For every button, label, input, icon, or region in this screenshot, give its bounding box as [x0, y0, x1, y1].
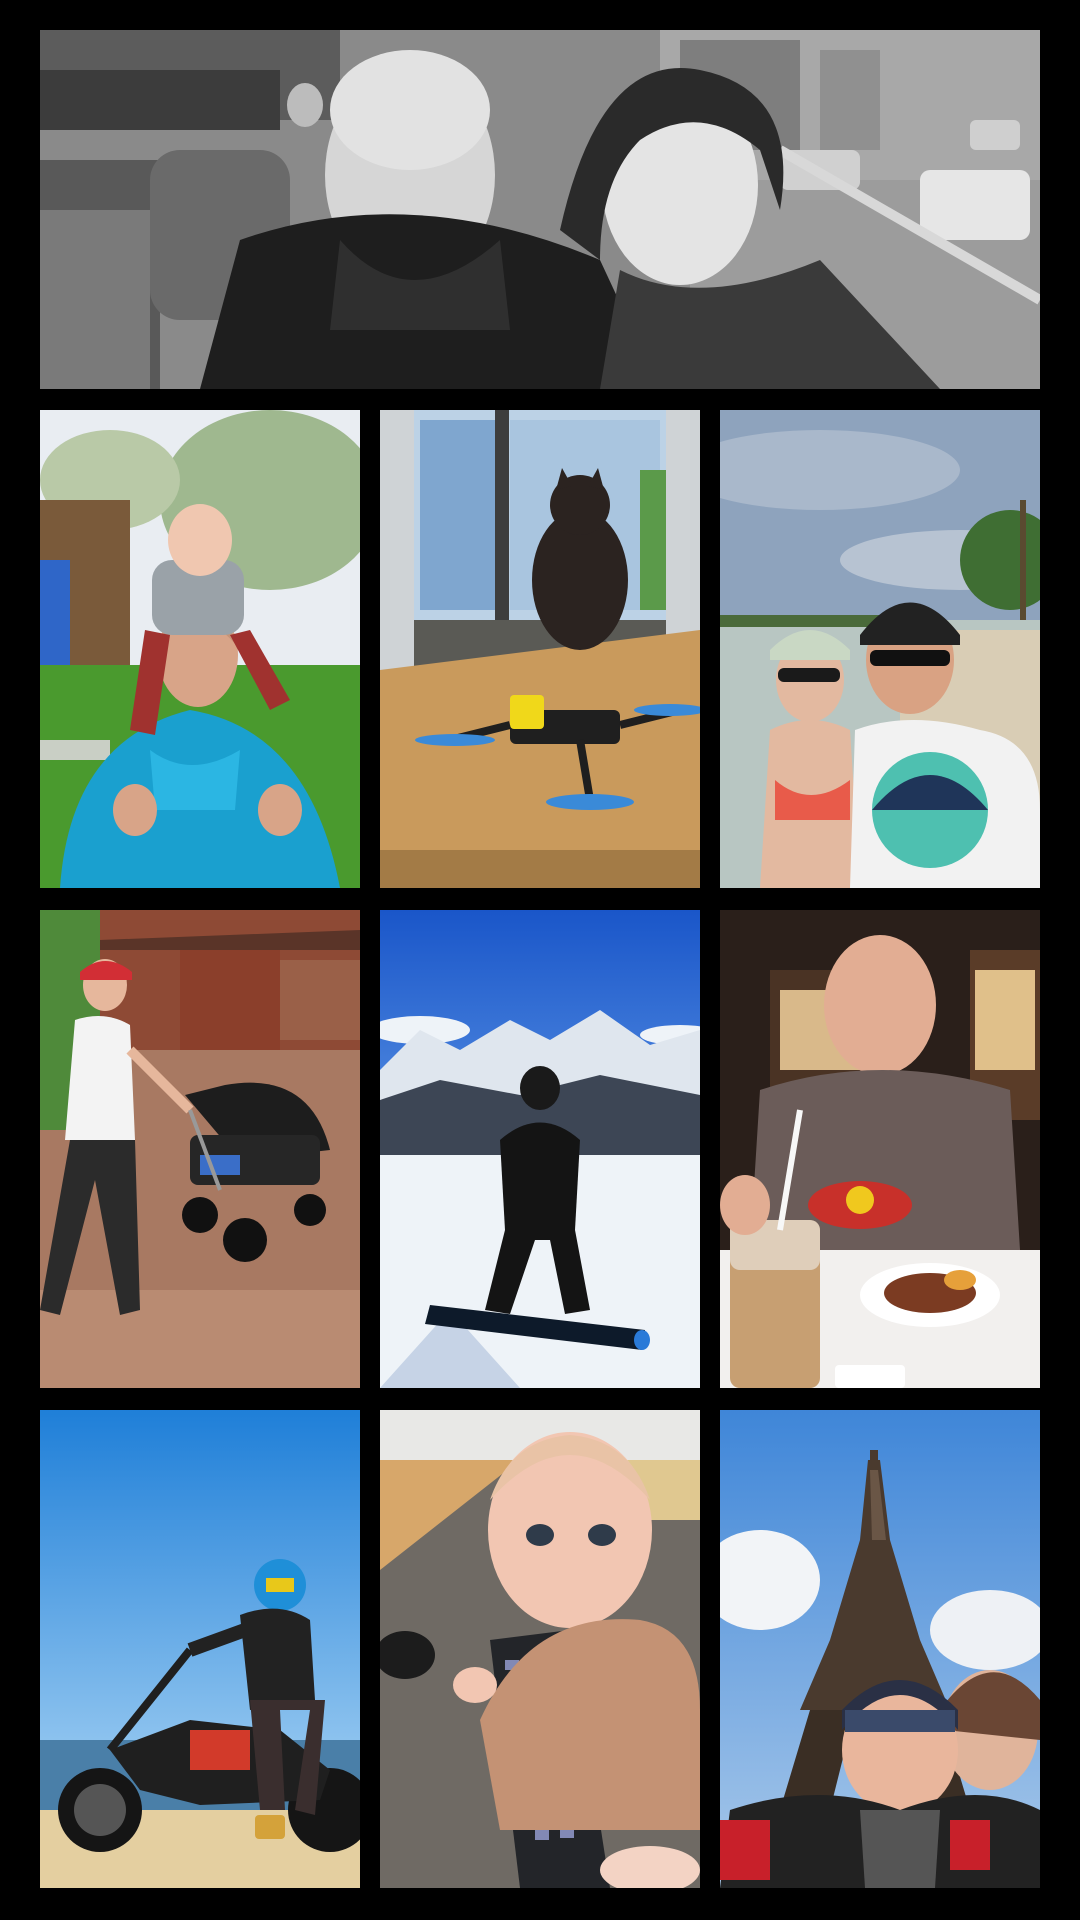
photo-cat-window-drone[interactable] [380, 410, 700, 888]
photo-couple-selfie-bus[interactable] [40, 30, 1040, 389]
photo-man-eating-dinner[interactable] [720, 910, 1040, 1388]
photo-baby-keyboard[interactable] [380, 1410, 700, 1888]
eiffel-image [720, 1410, 1040, 1888]
cat-drone-image [380, 410, 700, 888]
snowboard-image [380, 910, 700, 1388]
baby-keyboard-image [380, 1410, 700, 1888]
motorcycle-image [40, 1410, 360, 1888]
photo-man-baby-shoulders[interactable] [40, 410, 360, 888]
beach-image [720, 410, 1040, 888]
shoulders-image [40, 410, 360, 888]
photo-couple-beach-selfie[interactable] [720, 410, 1040, 888]
photo-couple-eiffel-tower[interactable] [720, 1410, 1040, 1888]
photo-motorcyclist-shore[interactable] [40, 1410, 360, 1888]
dinner-image [720, 910, 1040, 1388]
photo-man-pushing-stroller[interactable] [40, 910, 360, 1388]
stroller-image [40, 910, 360, 1388]
photo-snowboarder-mountains[interactable] [380, 910, 700, 1388]
bw-selfie-image [40, 30, 1040, 389]
